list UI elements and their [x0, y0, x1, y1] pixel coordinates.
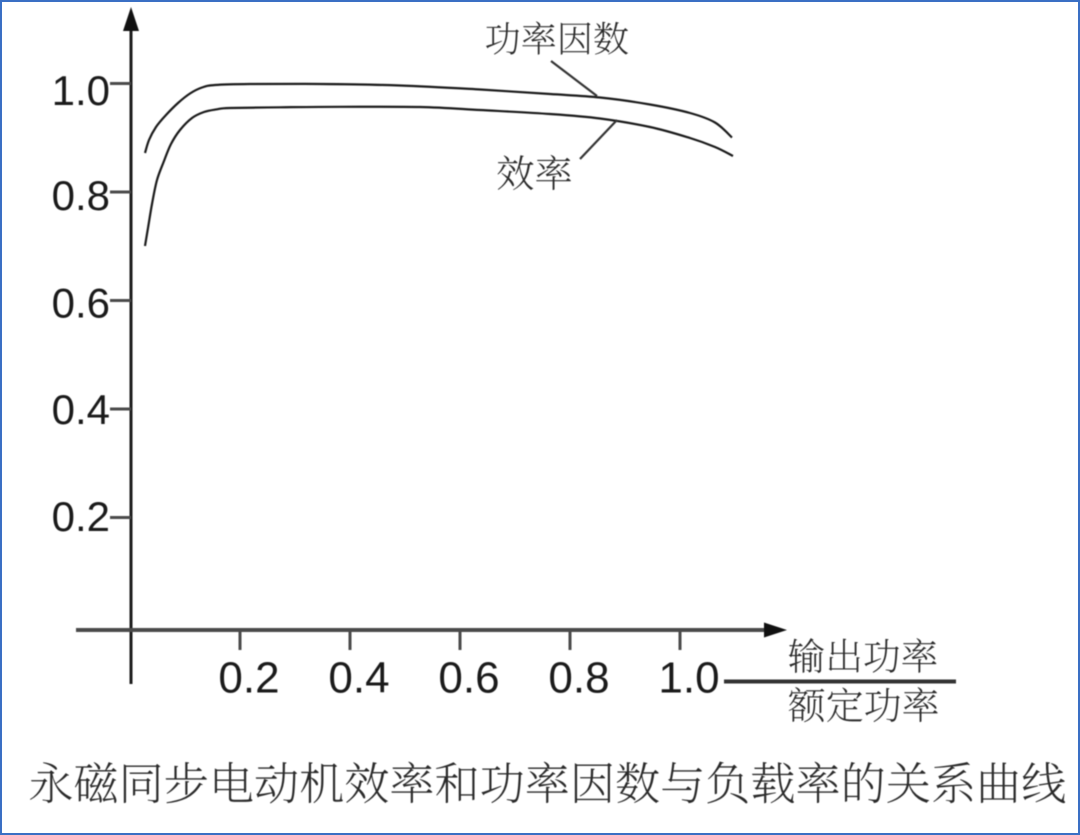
svg-text:0.8: 0.8 — [548, 654, 609, 703]
svg-text:0.2: 0.2 — [52, 493, 110, 540]
svg-text:0.6: 0.6 — [438, 654, 499, 703]
svg-text:0.6: 0.6 — [52, 280, 110, 327]
svg-text:1.0: 1.0 — [52, 67, 110, 114]
svg-text:1.0: 1.0 — [658, 654, 719, 703]
svg-text:0.4: 0.4 — [52, 386, 110, 433]
svg-text:0.4: 0.4 — [328, 654, 389, 703]
svg-text:0.2: 0.2 — [218, 654, 279, 703]
svg-text:0.8: 0.8 — [52, 172, 110, 219]
